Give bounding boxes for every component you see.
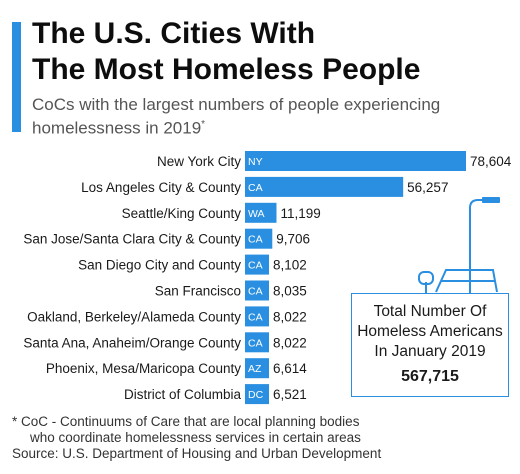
bar bbox=[245, 384, 269, 405]
category-label: San Francisco bbox=[155, 284, 241, 299]
value-label: 11,199 bbox=[280, 206, 320, 221]
accent-bar bbox=[12, 22, 21, 132]
title-line-1: The U.S. Cities With bbox=[32, 17, 316, 50]
value-label: 6,614 bbox=[273, 361, 307, 376]
total-box-line-3: In January 2019 bbox=[374, 343, 486, 360]
footnote-line-2: who coordinate homelessness services in … bbox=[30, 430, 361, 445]
bar bbox=[245, 176, 404, 197]
bar bbox=[245, 228, 273, 249]
total-homeless-box: Total Number Of Homeless Americans In Ja… bbox=[351, 293, 509, 397]
total-box-line-1: Total Number Of bbox=[373, 303, 487, 320]
source-line: Source: U.S. Department of Housing and U… bbox=[12, 446, 382, 461]
category-label: San Jose/Santa Clara City & County bbox=[23, 232, 241, 247]
chart-title: The U.S. Cities With The Most Homeless P… bbox=[32, 16, 512, 88]
subtitle-line-2-wrap: homelessness in 2019* bbox=[32, 115, 512, 139]
subtitle-line-2: homelessness in 2019 bbox=[32, 118, 202, 138]
bar-chart-svg: New York City NY 78,604 Los Angeles City & … bbox=[23, 151, 512, 405]
bar-chart: New York City NY 78,604 Los Angeles City & … bbox=[0, 148, 520, 408]
state-label: AZ bbox=[248, 363, 262, 375]
bar bbox=[245, 306, 269, 327]
value-label: 78,604 bbox=[470, 154, 512, 169]
subtitle-asterisk: * bbox=[201, 119, 206, 130]
bar bbox=[245, 358, 269, 379]
state-label: CA bbox=[248, 286, 263, 298]
bar bbox=[245, 202, 277, 223]
bar bbox=[245, 332, 269, 353]
state-label: CA bbox=[248, 337, 263, 349]
bar bbox=[245, 254, 269, 275]
category-label: New York City bbox=[157, 154, 241, 169]
category-label: Los Angeles City & County bbox=[81, 180, 241, 195]
value-label: 9,706 bbox=[276, 232, 310, 247]
value-label: 6,521 bbox=[273, 387, 307, 402]
category-label: Seattle/King County bbox=[122, 206, 242, 221]
value-label: 56,257 bbox=[407, 180, 448, 195]
subtitle-line-1: CoCs with the largest numbers of people … bbox=[32, 95, 441, 114]
total-box-line-2: Homeless Americans bbox=[357, 323, 503, 340]
total-box-value: 567,715 bbox=[401, 368, 459, 385]
category-label: San Diego City and County bbox=[78, 258, 241, 273]
state-label: CA bbox=[248, 311, 263, 323]
category-label: Phoenix, Mesa/Maricopa County bbox=[46, 361, 241, 376]
value-label: 8,102 bbox=[273, 258, 307, 273]
state-label: WA bbox=[248, 208, 265, 220]
state-label: CA bbox=[248, 260, 263, 272]
value-label: 8,035 bbox=[273, 284, 307, 299]
category-label: Santa Ana, Anaheim/Orange County bbox=[23, 335, 241, 350]
state-label: CA bbox=[248, 182, 263, 194]
state-label: NY bbox=[248, 156, 263, 168]
state-label: DC bbox=[248, 389, 264, 401]
category-label: Oakland, Berkeley/Alameda County bbox=[27, 309, 241, 324]
category-label: District of Columbia bbox=[124, 387, 242, 402]
chart-subtitle: CoCs with the largest numbers of people … bbox=[32, 95, 512, 139]
footnote: * CoC - Continuums of Care that are loca… bbox=[12, 414, 512, 462]
value-label: 8,022 bbox=[273, 309, 307, 324]
title-line-2: The Most Homeless People bbox=[32, 53, 421, 86]
state-label: CA bbox=[248, 234, 263, 246]
bar bbox=[245, 151, 466, 171]
bar bbox=[245, 280, 269, 301]
footnote-line-1: * CoC - Continuums of Care that are loca… bbox=[12, 414, 360, 429]
value-label: 8,022 bbox=[273, 335, 307, 350]
